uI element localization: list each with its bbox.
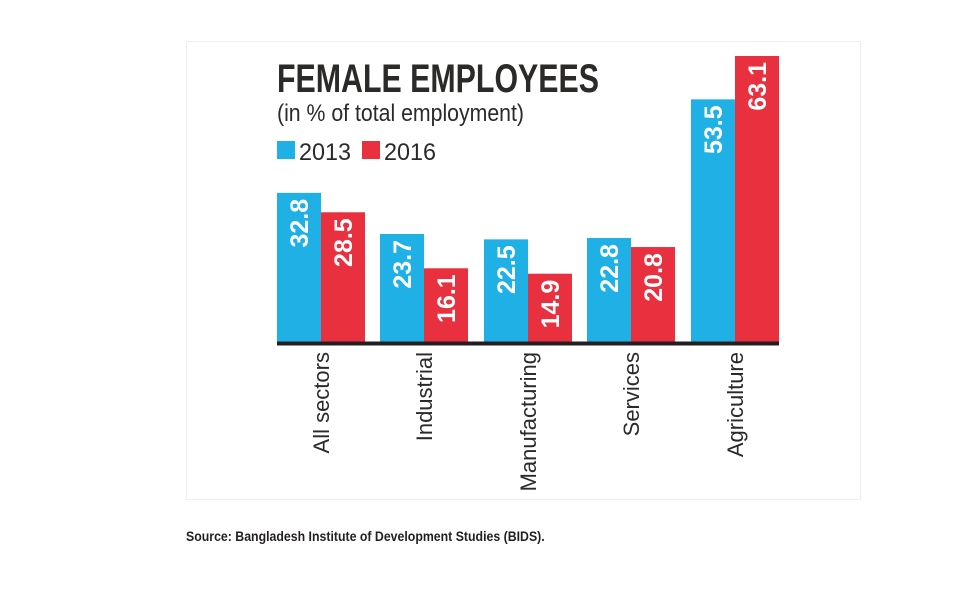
x-tick-labels: All sectors Industrial Manufacturing Servic…	[309, 352, 748, 491]
data-label: 16.1	[433, 274, 461, 323]
x-tick-label: Agriculture	[723, 352, 748, 457]
bar-manufacturing-2013	[484, 239, 528, 342]
bar-agriculture-2016	[735, 56, 779, 342]
data-label: 22.5	[493, 245, 521, 294]
legend-label-2016: 2016	[384, 139, 436, 166]
source-note: Source: Bangladesh Institute of Developm…	[186, 528, 545, 544]
x-tick-label: Industrial	[412, 352, 437, 441]
bar-services-2013	[587, 238, 631, 342]
data-label: 53.5	[700, 105, 728, 154]
chart-subtitle: (in % of total employment)	[277, 100, 524, 127]
bar-industrial-2013	[380, 233, 424, 342]
bar-manufacturing-2016	[528, 273, 572, 342]
bar-all-sectors-2016	[321, 212, 365, 342]
legend-swatch-2013	[277, 141, 295, 159]
x-tick-label: Services	[619, 352, 644, 436]
legend: 2013 2016	[277, 139, 436, 166]
bar-agriculture-2013	[691, 99, 735, 343]
bars: 32.8 28.5 23.7 16.1 22.5 14.9 22.8 20.8 53.5 63.1	[277, 56, 779, 343]
data-label: 14.9	[537, 280, 565, 329]
bar-industrial-2016	[424, 268, 468, 342]
bar-services-2016	[631, 247, 675, 342]
x-tick-label: All sectors	[309, 352, 334, 453]
data-label: 63.1	[744, 62, 772, 111]
data-label: 28.5	[330, 218, 358, 267]
data-label: 20.8	[640, 253, 668, 302]
data-label: 22.8	[596, 244, 624, 293]
data-label: 32.8	[286, 199, 314, 248]
x-tick-label: Manufacturing	[516, 352, 541, 491]
chart-title: FEMALE EMPLOYEES	[277, 57, 599, 101]
chart-frame	[186, 41, 861, 500]
data-label: 23.7	[389, 240, 417, 289]
legend-label-2013: 2013	[299, 139, 351, 166]
legend-swatch-2016	[362, 141, 380, 159]
bar-all-sectors-2013	[277, 192, 321, 342]
